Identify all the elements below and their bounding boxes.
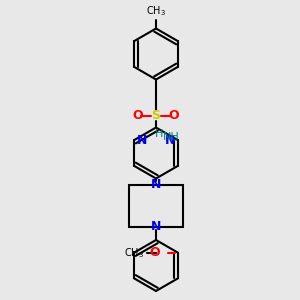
Text: O: O xyxy=(169,109,179,122)
Text: O: O xyxy=(133,109,143,122)
Text: H: H xyxy=(154,129,163,139)
Text: O: O xyxy=(149,246,160,259)
Text: NH: NH xyxy=(163,132,180,142)
Text: N: N xyxy=(137,134,147,147)
Text: S: S xyxy=(152,109,160,122)
Text: N: N xyxy=(151,220,161,233)
Text: N: N xyxy=(165,134,175,147)
Text: N: N xyxy=(151,178,161,191)
Text: CH$_3$: CH$_3$ xyxy=(124,246,144,260)
Text: CH$_3$: CH$_3$ xyxy=(146,4,166,18)
